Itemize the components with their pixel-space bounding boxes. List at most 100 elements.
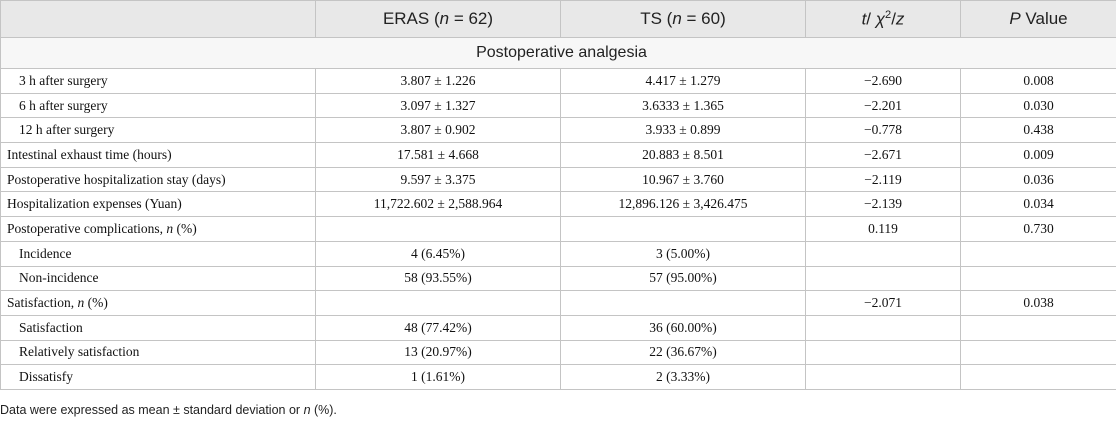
table-cell: 3.807 ± 0.902 (315, 117, 561, 144)
table-cell: −0.778 (805, 117, 961, 144)
header-row: ERAS (n = 62) TS (n = 60) t/ χ2/z P Value (0, 0, 1116, 38)
text-segment: Value (1020, 9, 1068, 28)
table-cell: 0.038 (960, 290, 1116, 316)
table-row: 3 h after surgery 3.807 ± 1.226 4.417 ± 1.… (0, 68, 1116, 94)
table-cell (960, 240, 1116, 267)
text-segment: 2 (885, 8, 892, 21)
row-label: Dissatisfy (0, 364, 316, 390)
table-cell: 1 (1.61%) (315, 364, 561, 390)
table-cell: 48 (77.42%) (315, 314, 561, 341)
table-cell (560, 290, 806, 316)
table-body: Postoperative analgesia 3 h after surgery… (0, 37, 1116, 390)
text-segment: n (303, 403, 311, 417)
table-cell: 3.933 ± 0.899 (560, 117, 806, 144)
text-segment: n (439, 9, 450, 28)
row-label: Satisfaction, n (%) (0, 290, 316, 316)
table-cell: 11,722.602 ± 2,588.964 (315, 191, 561, 218)
text-segment: n (77, 295, 85, 311)
table-cell (805, 240, 961, 267)
table-cell: 36 (60.00%) (560, 314, 806, 341)
table-cell: 57 (95.00%) (560, 265, 806, 292)
row-label: 3 h after surgery (0, 68, 316, 94)
header-cell: TS (n = 60) (560, 0, 806, 38)
text-segment: Satisfaction, (7, 295, 78, 311)
row-label: Incidence (0, 240, 316, 267)
table-row: 12 h after surgery 3.807 ± 0.902 3.933 ± 0… (0, 117, 1116, 144)
table-cell: 0.034 (960, 191, 1116, 218)
table-cell (315, 216, 561, 242)
header-cell (0, 0, 316, 38)
text-segment: (%) (173, 220, 197, 236)
table-cell: −2.071 (805, 290, 961, 316)
table-cell (560, 216, 806, 242)
text-segment: (%). (310, 403, 337, 417)
text-segment: χ (875, 9, 886, 29)
table-cell: 58 (93.55%) (315, 265, 561, 292)
table-row: Postoperative complications, n (%) 0.119 0… (0, 216, 1116, 242)
table-cell: 0.730 (960, 216, 1116, 242)
footnote: Data were expressed as mean ± standard d… (0, 403, 337, 417)
table-cell: 12,896.126 ± 3,426.475 (560, 191, 806, 218)
table-cell (960, 265, 1116, 292)
table-cell: 20.883 ± 8.501 (560, 142, 806, 168)
table-cell (805, 314, 961, 341)
text-segment: ERAS ( (382, 9, 440, 28)
row-label: Hospitalization expenses (Yuan) (0, 191, 316, 218)
table-cell: 3 (5.00%) (560, 240, 806, 267)
row-label: Intestinal exhaust time (hours) (0, 142, 316, 168)
row-label: 6 h after surgery (0, 92, 316, 119)
table-cell: 3.097 ± 1.327 (315, 92, 561, 119)
table-cell: −2.690 (805, 68, 961, 94)
section-label: Postoperative analgesia (0, 37, 1116, 69)
table-cell (805, 339, 961, 366)
text-segment: / (891, 9, 896, 29)
text-segment: t (861, 9, 867, 29)
text-segment: = 60) (681, 9, 726, 28)
table-cell (960, 339, 1116, 366)
text-segment: Data were expressed as mean ± standard d… (0, 403, 304, 417)
text-segment: n (672, 9, 682, 28)
table-cell: 4.417 ± 1.279 (560, 68, 806, 94)
table-cell: 2 (3.33%) (560, 364, 806, 390)
header-cell: ERAS (n = 62) (315, 0, 561, 38)
table-row: 6 h after surgery 3.097 ± 1.327 3.6333 ± 1… (0, 92, 1116, 119)
table-cell: −2.119 (805, 166, 961, 193)
table-cell: 0.008 (960, 68, 1116, 94)
table-cell: 0.438 (960, 117, 1116, 144)
table-cell: 0.036 (960, 166, 1116, 193)
table-cell (805, 265, 961, 292)
table-cell: 10.967 ± 3.760 (560, 166, 806, 193)
table-cell: 17.581 ± 4.668 (315, 142, 561, 168)
table-cell: 0.030 (960, 92, 1116, 119)
table-row: Incidence 4 (6.45%) 3 (5.00%) (0, 240, 1116, 267)
data-table: ERAS (n = 62) TS (n = 60) t/ χ2/z P Value P… (0, 0, 1116, 390)
text-segment: n (166, 220, 174, 236)
text-segment: (%) (84, 295, 108, 311)
row-label: Postoperative complications, n (%) (0, 216, 316, 242)
header-cell: P Value (960, 0, 1116, 38)
table-row: Relatively satisfaction 13 (20.97%) 22 (36… (0, 339, 1116, 366)
table-cell: −2.201 (805, 92, 961, 119)
table-cell: 3.6333 ± 1.365 (560, 92, 806, 119)
table-cell: 0.009 (960, 142, 1116, 168)
table-row: Satisfaction, n (%) −2.071 0.038 (0, 290, 1116, 316)
table-row: Non-incidence 58 (93.55%) 57 (95.00%) (0, 265, 1116, 292)
table-cell: −2.139 (805, 191, 961, 218)
table-row: Satisfaction 48 (77.42%) 36 (60.00%) (0, 314, 1116, 341)
text-segment: = 62) (449, 9, 494, 28)
row-label: Non-incidence (0, 265, 316, 292)
table-cell (960, 364, 1116, 390)
section-row: Postoperative analgesia (0, 37, 1116, 69)
row-label: 12 h after surgery (0, 117, 316, 144)
table-cell: 9.597 ± 3.375 (315, 166, 561, 193)
row-label: Satisfaction (0, 314, 316, 341)
header-cell: t/ χ2/z (805, 0, 961, 38)
text-segment: P (1009, 9, 1021, 28)
row-label: Postoperative hospitalization stay (days… (0, 166, 316, 193)
text-segment: Postoperative complications, (7, 220, 167, 236)
table-cell: −2.671 (805, 142, 961, 168)
text-segment: TS ( (640, 9, 673, 28)
table-cell (960, 314, 1116, 341)
table-row: Postoperative hospitalization stay (days… (0, 166, 1116, 193)
